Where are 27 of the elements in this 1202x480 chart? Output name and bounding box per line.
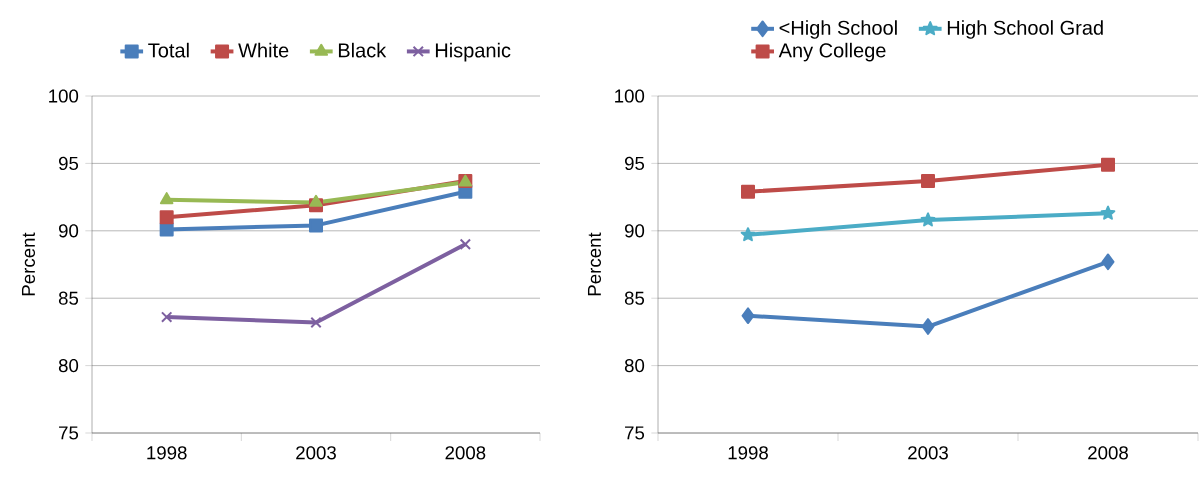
y-tick-label: 85 <box>624 291 645 305</box>
x-tick-label: 2008 <box>445 446 486 460</box>
legend-label: Any College <box>778 42 886 62</box>
legend-label: Total <box>148 42 189 58</box>
y-tick-label: 75 <box>59 426 79 440</box>
x-tick-label: 1998 <box>728 446 768 460</box>
x-tick-label: 1998 <box>147 446 187 460</box>
x-tick-label: 2008 <box>1088 446 1128 460</box>
y-tick-label: 100 <box>615 89 645 103</box>
y-tick-label: 95 <box>624 156 645 171</box>
legend-label: Hispanic <box>435 42 511 62</box>
y-tick-label: 90 <box>624 224 645 238</box>
y-tick-label: 95 <box>58 156 79 171</box>
legend-label: White <box>238 42 289 58</box>
legend-label: High School Grad <box>947 20 1103 39</box>
y-tick-label: 100 <box>49 89 79 103</box>
legend-label: Black <box>338 42 387 58</box>
x-tick-label: 2003 <box>296 446 336 460</box>
y-axis-title: Percent <box>587 232 601 296</box>
y-tick-label: 80 <box>624 358 645 373</box>
x-tick-label: 2003 <box>908 446 948 460</box>
y-tick-label: 75 <box>625 426 645 440</box>
y-axis-title: Percent <box>21 232 35 296</box>
legend-label: <High School <box>779 20 897 39</box>
y-tick-label: 85 <box>58 291 79 305</box>
y-tick-label: 80 <box>58 358 79 373</box>
y-tick-label: 90 <box>58 224 79 238</box>
